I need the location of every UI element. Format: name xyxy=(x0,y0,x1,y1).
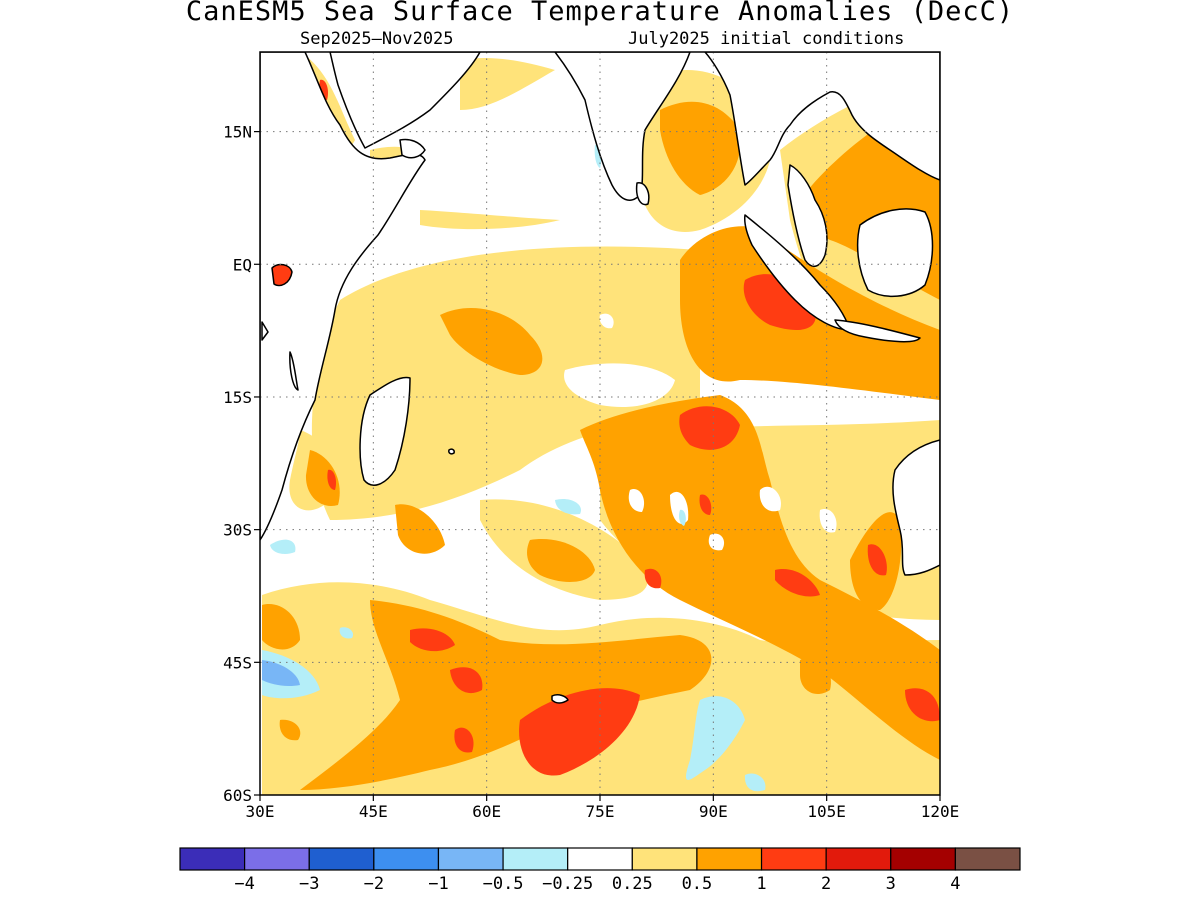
colorbar-swatch xyxy=(760,847,827,871)
colorbar-swatch xyxy=(308,847,375,871)
africa-coast xyxy=(260,52,426,541)
colorbar-label: 3 xyxy=(886,874,896,894)
colorbar-label: 0.25 xyxy=(612,874,653,894)
colorbar-swatch xyxy=(244,847,310,871)
borneo xyxy=(856,208,934,298)
graticule xyxy=(260,52,940,795)
map-title: CanESM5 Sea Surface Temperature Anomalie… xyxy=(185,0,1015,27)
colorbar-swatch xyxy=(631,847,698,871)
malay-peninsula xyxy=(787,164,828,267)
colorbar-label: −4 xyxy=(234,874,254,894)
seychelles xyxy=(271,263,293,287)
y-tick-label: 60S xyxy=(223,786,252,805)
x-tick-label: 30E xyxy=(246,802,275,821)
java xyxy=(834,319,921,343)
anomaly-cool xyxy=(262,144,766,792)
madagascar xyxy=(359,376,411,486)
indochina-coast xyxy=(704,52,940,186)
y-tick-label: 45S xyxy=(223,653,252,672)
mozambique-channel-islet xyxy=(289,351,299,391)
colorbar-label: 4 xyxy=(950,874,960,894)
y-tick-label: 15N xyxy=(223,123,252,142)
colorbar-swatch xyxy=(696,847,763,871)
forecast-period: Sep2025–Nov2025 xyxy=(300,29,454,49)
colorbar-swatch xyxy=(502,847,569,871)
x-tick-label: 120E xyxy=(921,802,960,821)
colorbar-swatch xyxy=(179,847,246,871)
x-tick-label: 60E xyxy=(472,802,501,821)
colorbar-swatch xyxy=(890,847,956,871)
y-tick-label: 30S xyxy=(223,521,252,540)
x-tick-label: 45E xyxy=(359,802,388,821)
somalia-horn xyxy=(399,138,426,159)
colorbar-label: −0.5 xyxy=(483,874,524,894)
colorbar-swatch xyxy=(825,847,892,871)
colorbar-label: −2 xyxy=(364,874,384,894)
colorbar-swatch xyxy=(567,847,633,871)
india-coast xyxy=(554,52,691,201)
australia-coast xyxy=(892,439,940,576)
colorbar-label: −0.25 xyxy=(542,874,593,894)
anomaly-medium xyxy=(262,90,940,790)
colorbar-label: −3 xyxy=(299,874,319,894)
y-tick-label: 15S xyxy=(223,388,252,407)
colorbar-swatch xyxy=(954,847,1021,871)
colorbar-swatch xyxy=(437,847,504,871)
y-tick-label: EQ xyxy=(233,255,252,274)
x-tick-label: 75E xyxy=(586,802,615,821)
initial-conditions: July2025 initial conditions xyxy=(628,29,905,49)
colorbar-label: 2 xyxy=(821,874,831,894)
colorbar: −4 −3 −2 −1 −0.5 −0.25 0.25 0.5 1 2 3 4 xyxy=(179,847,1021,894)
x-tick-label: 105E xyxy=(807,802,846,821)
land-masses xyxy=(260,52,940,704)
kerguelen-island xyxy=(551,694,569,704)
colorbar-label: 0.5 xyxy=(682,874,713,894)
mauritius xyxy=(448,448,455,455)
arabia-coast xyxy=(329,52,481,149)
sumatra xyxy=(744,214,851,331)
comoros xyxy=(261,321,269,341)
anomaly-neutral xyxy=(564,313,837,551)
sri-lanka xyxy=(635,182,650,206)
axis-ticks: 30E 45E 60E 75E 90E 105E 120E 15N EQ 15S 30S 45S 60S xyxy=(223,123,959,821)
colorbar-label: 1 xyxy=(756,874,766,894)
colorbar-label: −1 xyxy=(428,874,448,894)
x-tick-label: 90E xyxy=(699,802,728,821)
colorbar-swatch xyxy=(373,847,440,871)
